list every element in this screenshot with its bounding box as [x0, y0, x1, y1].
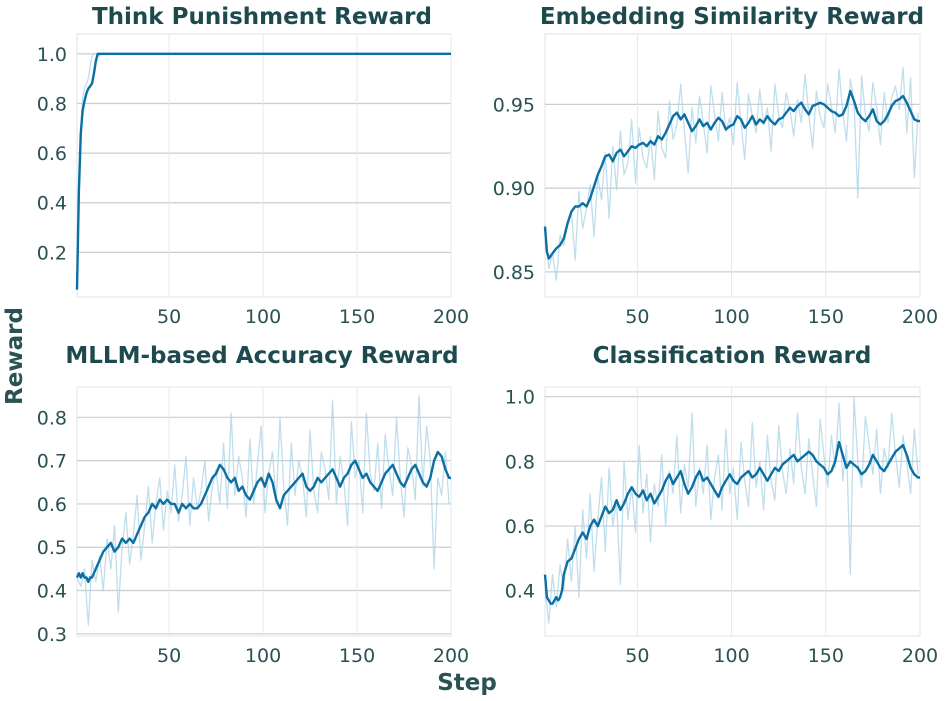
plot-frame [544, 386, 921, 637]
y-tick-label: 0.6 [37, 143, 67, 165]
x-tick-label: 50 [157, 306, 181, 328]
y-tick-label: 0.4 [37, 581, 67, 603]
chart-panel-3: MLLM-based Accuracy Reward 0.3 0.4 0.5 0.6 0.… [37, 343, 469, 667]
x-axis-label: Step [437, 670, 497, 696]
y-tick-label: 0.8 [37, 407, 67, 429]
x-tick-label: 150 [808, 306, 844, 328]
x-tick-label: 50 [625, 306, 649, 328]
x-tick-label: 200 [902, 645, 938, 667]
raw-reward-line [76, 53, 451, 290]
smoothed-reward-line [75, 450, 451, 584]
x-tick-label: 200 [433, 645, 469, 667]
x-tick-label: 150 [339, 306, 375, 328]
y-tick-label: 0.5 [37, 537, 67, 559]
x-tick-label: 150 [808, 645, 844, 667]
y-tick-label: 0.6 [505, 516, 535, 538]
x-tick-label: 100 [245, 645, 281, 667]
y-tick-label: 0.85 [493, 262, 535, 284]
x-tick-label: 50 [625, 645, 649, 667]
x-tick-label: 100 [245, 306, 281, 328]
y-tick-label: 1.0 [505, 387, 535, 409]
chart-panel-4: Classification Reward 0.4 0.6 0.8 1.0 50 100 15… [505, 343, 938, 667]
x-tick-label: 100 [713, 645, 749, 667]
y-tick-label: 0.90 [493, 178, 535, 200]
x-tick-label: 100 [713, 306, 749, 328]
y-tick-label: 0.4 [505, 581, 535, 603]
x-tick-label: 50 [157, 645, 181, 667]
chart-title: Think Punishment Reward [92, 4, 432, 30]
y-tick-label: 0.2 [37, 242, 67, 264]
y-tick-label: 0.95 [493, 94, 535, 116]
chart-title: Embedding Similarity Reward [540, 4, 924, 30]
chart-title: MLLM-based Accuracy Reward [65, 343, 458, 369]
smoothed-reward-line [543, 440, 920, 605]
y-tick-label: 0.7 [37, 451, 67, 473]
plot-frame [76, 386, 452, 637]
x-tick-label: 150 [339, 645, 375, 667]
chart-title: Classification Reward [593, 343, 872, 369]
y-tick-label: 0.4 [37, 193, 67, 215]
y-tick-label: 0.8 [37, 93, 67, 115]
y-tick-label: 0.3 [37, 624, 67, 646]
y-tick-label: 0.6 [37, 494, 67, 516]
y-axis-label: Reward [2, 307, 28, 405]
y-tick-label: 1.0 [37, 44, 67, 66]
plot-frame [76, 33, 452, 298]
chart-panel-2: Embedding Similarity Reward 0.85 0.90 0.95 5… [493, 4, 938, 328]
smoothed-reward-line [75, 52, 451, 290]
raw-reward-line [544, 66, 919, 281]
x-tick-label: 200 [433, 306, 469, 328]
chart-panel-1: Think Punishment Reward 0.2 0.4 0.6 0.8 1.0 50… [37, 4, 469, 328]
x-tick-label: 200 [902, 306, 938, 328]
smoothed-reward-line [543, 89, 920, 260]
y-tick-label: 0.8 [505, 451, 535, 473]
